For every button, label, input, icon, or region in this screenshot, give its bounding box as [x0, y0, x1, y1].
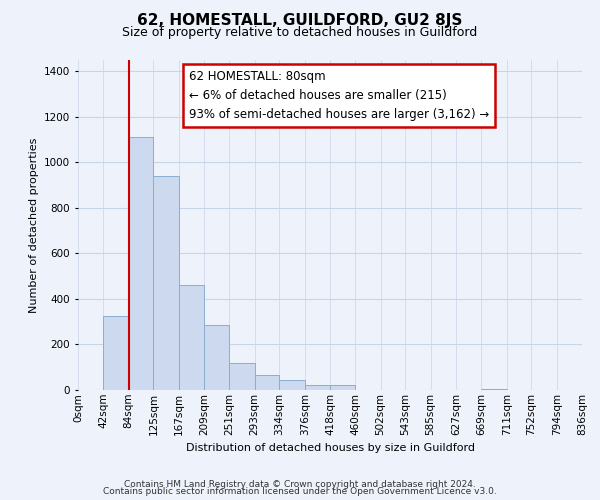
Y-axis label: Number of detached properties: Number of detached properties [29, 138, 38, 312]
Text: Size of property relative to detached houses in Guildford: Size of property relative to detached ho… [122, 26, 478, 39]
Bar [254, 374, 280, 390]
Text: 62, HOMESTALL, GUILDFORD, GU2 8JS: 62, HOMESTALL, GUILDFORD, GU2 8JS [137, 12, 463, 28]
Bar [229, 362, 254, 390]
Bar [481, 389, 506, 390]
Bar [154, 176, 179, 390]
X-axis label: Distribution of detached houses by size in Guildford: Distribution of detached houses by size … [185, 443, 475, 453]
Bar [179, 286, 204, 390]
Bar [103, 316, 128, 390]
Bar [128, 138, 154, 390]
Text: Contains HM Land Registry data © Crown copyright and database right 2024.: Contains HM Land Registry data © Crown c… [124, 480, 476, 489]
Text: 62 HOMESTALL: 80sqm
← 6% of detached houses are smaller (215)
93% of semi-detach: 62 HOMESTALL: 80sqm ← 6% of detached hou… [189, 70, 489, 121]
Bar [330, 386, 355, 390]
Text: Contains public sector information licensed under the Open Government Licence v3: Contains public sector information licen… [103, 487, 497, 496]
Bar [280, 380, 305, 390]
Bar [305, 386, 330, 390]
Bar [204, 325, 229, 390]
